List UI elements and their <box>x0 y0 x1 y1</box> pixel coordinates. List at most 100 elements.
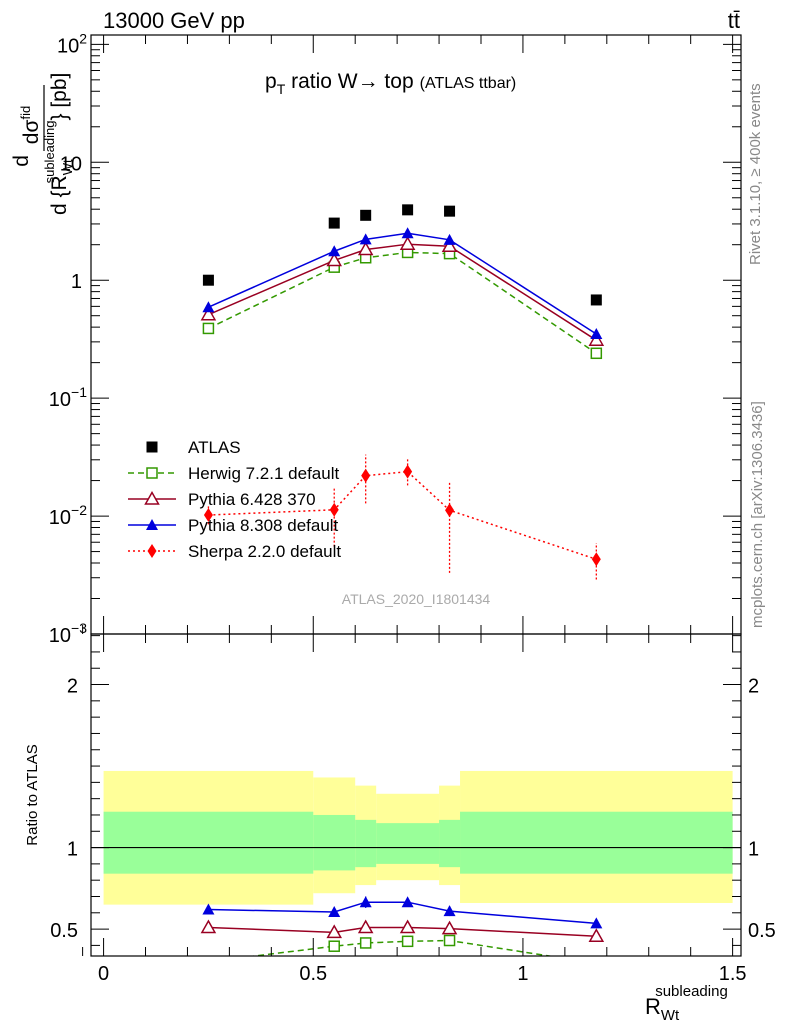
legend: ATLAS Herwig 7.2.1 default Pythia 6.428 37… <box>128 438 341 561</box>
pythia-8-308-default-point <box>401 227 414 239</box>
pythia-6-428-370-point <box>326 252 343 267</box>
pythia-8-308-default-line <box>208 232 597 335</box>
pythia-8-308-default-point <box>590 327 603 339</box>
y-label-denominator: d {RWtsubleading} [pb] <box>42 73 75 215</box>
x-tick-labels: 0 0.5 1 1.5 <box>98 963 747 985</box>
stat-uncertainty-band <box>313 814 356 871</box>
legend-label-herwig-7-2-1-default: Herwig 7.2.1 default <box>188 464 339 483</box>
pythia-6-428-370-point <box>441 238 458 253</box>
sherpa-2-2-0-default-point <box>329 502 339 517</box>
pythia-6-428-370-ratio-point <box>357 919 374 934</box>
legend-label-sherpa-2-2-0-default: Sherpa 2.2.0 default <box>188 542 341 561</box>
ratio-y-tick-label-right: 2 <box>748 676 759 698</box>
herwig-7-2-1-default-ratio-point <box>202 955 215 956</box>
energy-label: 13000 GeV pp <box>103 8 245 33</box>
main-y-tick-labels: 102 10 1 10−1 10−2 10−3 <box>49 30 87 647</box>
ratio-y-tick-label-right: 1 <box>748 839 759 861</box>
x-tick-label: 0 <box>98 963 109 985</box>
herwig-7-2-1-default-ratio-point <box>359 937 372 949</box>
y-tick-label: 102 <box>57 30 87 57</box>
mcplots-label: mcplots.cern.ch [arXiv:1306.3436] <box>749 401 766 628</box>
pythia-8-308-default-point <box>328 245 341 257</box>
y-tick-label: 10−1 <box>49 384 87 411</box>
pythia-8-308-default-ratio-point <box>328 905 341 917</box>
pythia-6-428-370-ratio-point <box>441 920 458 935</box>
ratio-y-tick-label-left: 0.5 <box>50 920 78 942</box>
main-axis-ticks <box>82 35 741 635</box>
ratio-y-tick-labels: 0.5 0.5 1 1 2 2 <box>50 676 776 943</box>
ratio-y-tick-label-left: 1 <box>67 839 78 861</box>
pythia-6-428-370-point <box>357 241 374 256</box>
y-label-unit: } [pb] <box>48 73 71 121</box>
pythia-8-308-default-point <box>359 233 372 245</box>
x-tick-label: 1.5 <box>719 963 747 985</box>
chart-title-rest: ratio W→ top <box>285 70 413 93</box>
herwig-7-2-1-default-point <box>590 347 603 360</box>
process-label: tt̄ <box>728 8 740 33</box>
pythia-6-428-370-point <box>588 332 605 346</box>
pythia-6-428-370-ratio-point <box>326 924 343 939</box>
legend-marker-sherpa-2-2-0-default <box>147 544 157 558</box>
ratio-frame <box>90 633 742 957</box>
pythia-6-428-370-ratio-point <box>399 919 416 934</box>
x-axis-label-sub: Wt <box>661 1007 680 1024</box>
pythia-8-308-default-ratio-line <box>208 901 597 925</box>
y-label-numerator-main: dσ <box>20 120 43 145</box>
pythia-6-428-370-line <box>208 243 597 341</box>
y-label-denominator-sub: Wt <box>60 159 75 175</box>
ratio-panel: 0.5 0.5 1 1 2 2 0 0.5 1 1.5 Ratio to ATLAS RWt su… <box>24 633 776 1024</box>
sherpa-2-2-0-default-point <box>203 508 213 523</box>
sherpa-2-2-0-default-point <box>403 464 413 479</box>
stat-uncertainty-band <box>103 811 314 874</box>
ratio-y-tick-label-left: 2 <box>67 676 78 698</box>
rivet-version-label: Rivet 3.1.10, ≥ 400k events <box>747 83 764 265</box>
x-axis-label: RWt subleading <box>645 983 728 1024</box>
y-label-denominator-sup: subleading <box>42 121 57 184</box>
atlas-point <box>202 274 214 286</box>
stat-uncertainty-band <box>439 819 461 868</box>
y-label-denominator-main: d {R <box>48 175 71 215</box>
pythia-6-428-370-point <box>399 236 416 250</box>
ratio-y-axis-label: Ratio to ATLAS <box>24 744 41 845</box>
chart-title: pT ratio W→ top (ATLAS ttbar) <box>265 70 516 97</box>
x-axis-label-sup: subleading <box>655 983 728 1000</box>
y-label-d: d <box>10 155 33 167</box>
atlas-point <box>402 204 414 216</box>
chart-title-suffix: (ATLAS ttbar) <box>420 75 517 92</box>
pythia-6-428-370-ratio-line <box>208 926 597 938</box>
sherpa-2-2-0-default-point <box>361 468 371 483</box>
legend-label-pythia-8-308-default: Pythia 8.308 default <box>188 516 339 535</box>
y-tick-label: 10−2 <box>49 502 87 529</box>
pythia-6-428-370-point <box>200 306 217 321</box>
pythia-8-308-default-ratio-point <box>401 896 414 908</box>
herwig-7-2-1-default-point <box>202 322 215 335</box>
atlas-point <box>360 209 372 221</box>
legend-marker-pythia-8-308-default <box>146 519 158 530</box>
y-tick-label: 1 <box>71 271 82 293</box>
stat-uncertainty-band <box>460 811 733 874</box>
pythia-8-308-default-point <box>443 233 456 245</box>
ratio-series-layer <box>200 896 605 956</box>
analysis-watermark: ATLAS_2020_I1801434 <box>342 591 491 607</box>
x-tick-label: 0.5 <box>299 963 327 985</box>
main-y-axis-label: d dσfid d {RWtsubleading} [pb] <box>10 73 75 215</box>
ratio-y-tick-label-right: 0.5 <box>748 920 776 942</box>
atlas-point <box>444 205 456 217</box>
pythia-8-308-default-ratio-point <box>443 905 456 917</box>
herwig-7-2-1-default-line <box>208 251 597 354</box>
chart-title-main: p <box>265 70 277 93</box>
pythia-6-428-370-ratio-point <box>588 928 605 943</box>
legend-marker-herwig-7-2-1-default <box>146 467 158 479</box>
herwig-7-2-1-default-ratio-point <box>328 940 340 952</box>
x-axis-label-main: R <box>645 994 661 1019</box>
legend-marker-pythia-6-428-370 <box>144 490 160 505</box>
legend-marker-atlas <box>146 441 158 453</box>
y-label-numerator: dσfid <box>18 106 43 144</box>
herwig-7-2-1-default-ratio-point <box>401 935 414 948</box>
x-tick-label: 1 <box>517 963 528 985</box>
herwig-7-2-1-default-ratio-point <box>443 934 456 947</box>
legend-label-pythia-6-428-370: Pythia 6.428 370 <box>188 490 316 509</box>
pythia-8-308-default-point <box>202 301 215 313</box>
sherpa-2-2-0-default-point <box>445 503 455 518</box>
